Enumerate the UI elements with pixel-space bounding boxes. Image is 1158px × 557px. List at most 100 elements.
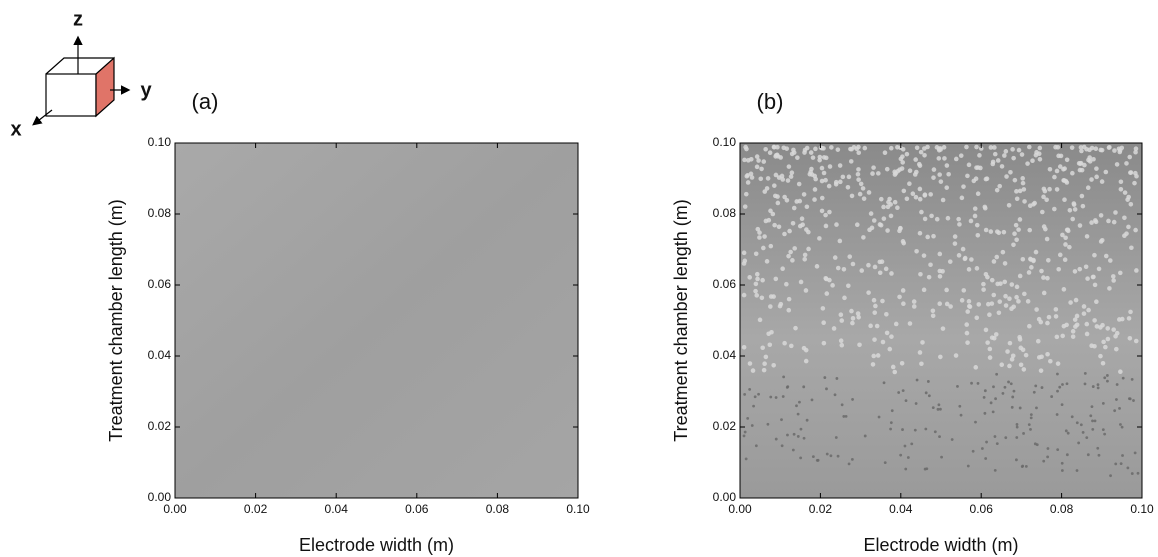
bubble [1096,383,1100,387]
bubble [830,283,835,288]
bubble [1045,275,1050,281]
bubble [974,315,980,321]
bubble [994,229,1000,234]
bubble [1017,217,1023,222]
bubble [974,222,980,228]
bubble [872,264,878,270]
bubble [1029,413,1033,417]
bubble [983,411,987,415]
bubble [1079,423,1083,427]
bubble [966,299,972,304]
bubble [866,262,871,268]
bubble [1111,278,1116,283]
bubble [1044,197,1049,203]
bubble [996,310,1002,316]
bubble [776,175,782,180]
bubble [747,275,753,280]
bubble [1054,187,1060,192]
bubble [881,204,886,210]
bubble [1090,274,1096,280]
bubble [982,204,988,210]
bubble [791,150,797,155]
bubble [1026,144,1032,150]
bubble [913,194,919,200]
bubble [983,389,987,393]
bubble [1072,207,1078,212]
x-tick-label: 0.00 [163,502,187,516]
bubble [924,391,928,395]
bubble [875,353,881,358]
bubble [1089,145,1095,151]
bubble [944,301,950,307]
x-tick-label: 0.06 [970,502,994,516]
bubble [782,231,787,237]
bubble [877,270,883,276]
bubble [989,401,993,405]
bubble [768,208,773,214]
bubble [901,188,907,194]
bubble [1027,227,1033,233]
bubble [958,404,962,408]
bubble [923,467,927,471]
bubble [1012,177,1018,183]
bubble [860,186,866,191]
bubble [754,164,760,170]
x-tick-label: 0.04 [889,502,913,516]
bubble [1058,385,1062,389]
bubble [765,176,771,181]
bubble [1046,314,1052,320]
bubble [798,400,801,404]
bubble [964,144,969,150]
bubble [754,293,760,298]
bubble [958,153,964,158]
bubble [1119,316,1125,322]
bubble [1046,447,1050,450]
bubble [1022,432,1025,435]
bubble [1065,227,1071,233]
bubble [892,169,897,175]
bubble [901,428,904,431]
bubble [762,234,767,239]
bubble [823,212,828,218]
bubble [1041,275,1046,280]
bubble [850,320,855,326]
bubble [837,163,843,168]
bubble [833,393,837,397]
bubble [903,444,907,448]
bubble [981,287,986,292]
bubble [899,360,905,366]
bubble [980,447,984,450]
bubble [807,171,813,177]
bubble [766,217,772,223]
bubble [784,281,789,287]
bubble [817,154,823,160]
bubble [1032,200,1037,206]
bubble [827,209,832,215]
bubble [1034,307,1039,312]
bubble [1119,462,1123,466]
bubble [985,274,990,280]
bubble [1085,185,1091,191]
bubble [801,345,807,351]
bubble [1072,317,1078,322]
bubble [1128,170,1134,175]
bubble [746,158,751,163]
bubble [1036,355,1042,360]
bubble [914,248,919,254]
bubble [840,403,844,407]
bubble [889,334,894,339]
bubble [1092,252,1097,258]
bubble [817,236,822,241]
x-tick-label: 0.02 [809,502,833,516]
bubble [937,403,941,407]
bubble [1056,372,1059,376]
bubble [892,369,898,375]
bubble [961,184,966,189]
bubble [1057,252,1063,258]
bubble [1081,304,1087,309]
bubble [987,346,993,352]
bubble [966,464,970,468]
bubble [953,156,959,162]
bubble [964,322,970,327]
bubble [832,255,838,260]
